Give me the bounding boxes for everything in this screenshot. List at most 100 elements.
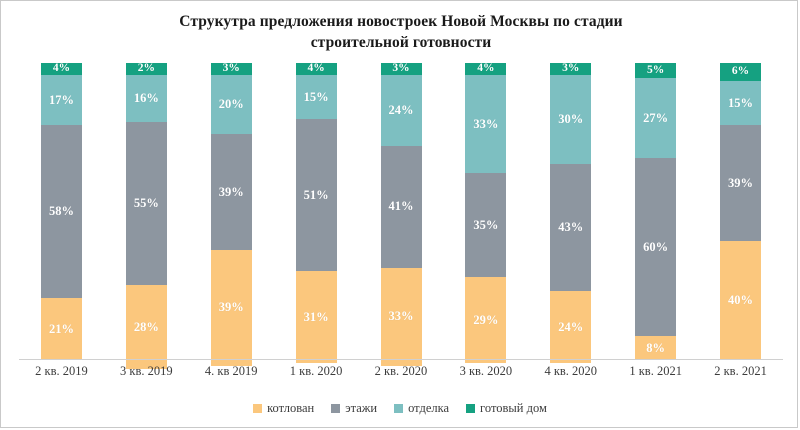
bar-segment-label: 33%	[388, 309, 414, 324]
bar-segment[interactable]: 43%	[550, 163, 592, 292]
bar-column[interactable]: 3% 20% 39% 39%	[210, 62, 252, 366]
stacked-bar: 4% 33% 35% 29%	[465, 63, 507, 363]
stacked-bar: 2% 16% 55% 28%	[125, 62, 167, 369]
bar-segment[interactable]: 24%	[380, 74, 422, 146]
bar-segment[interactable]: 16%	[125, 74, 167, 123]
bar-column[interactable]: 4% 33% 35% 29%	[465, 63, 507, 363]
bar-segment-label: 20%	[218, 96, 244, 111]
bar-segment[interactable]: 21%	[40, 297, 82, 360]
stacked-bar: 3% 20% 39% 39%	[210, 62, 252, 366]
bar-segment-label: 5%	[647, 63, 665, 76]
bar-column[interactable]: 4% 15% 51% 31%	[295, 62, 337, 363]
bar-segment-label: 33%	[473, 116, 499, 131]
bar-segment[interactable]: 58%	[40, 125, 82, 298]
x-axis-labels: 2 кв. 2019 3 кв. 2019 4. кв 2019 1 кв. 2020…	[19, 364, 783, 386]
legend-swatch-icon	[394, 404, 404, 413]
stacked-bar: 3% 30% 43% 24%	[550, 62, 592, 363]
legend-label: котлован	[267, 401, 315, 415]
stacked-bar: 3% 24% 41% 33%	[380, 62, 422, 366]
bar-segment[interactable]: 51%	[295, 119, 337, 271]
bar-segment-label: 55%	[133, 196, 159, 211]
bar-segment-label: 27%	[643, 110, 669, 125]
legend-swatch-icon	[331, 404, 341, 413]
chart-legend: котлован этажи отделка готовый дом	[1, 401, 799, 416]
stacked-bar: 5% 27% 60% 8%	[635, 63, 677, 360]
bar-segment[interactable]: 39%	[720, 125, 762, 242]
x-axis-tick-label: 3 кв. 2019	[120, 364, 173, 378]
bar-segment[interactable]: 24%	[550, 291, 592, 363]
bar-segment[interactable]: 27%	[635, 77, 677, 159]
bar-segment[interactable]: 15%	[720, 80, 762, 126]
bar-column[interactable]: 3% 24% 41% 33%	[380, 62, 422, 366]
bar-segment-label: 51%	[303, 187, 329, 202]
bar-segment[interactable]: 35%	[465, 172, 507, 277]
axis-baseline	[19, 359, 783, 360]
bar-segment-label: 3%	[222, 62, 240, 74]
bar-segment-label: 16%	[133, 91, 159, 105]
bar-segment-label: 4%	[307, 62, 325, 75]
bar-segment[interactable]: 2%	[125, 62, 167, 75]
bar-segment[interactable]: 40%	[720, 241, 762, 360]
bar-segment-label: 28%	[133, 319, 159, 334]
bar-segment[interactable]: 15%	[295, 74, 337, 120]
stacked-bar: 6% 15% 39% 40%	[720, 63, 762, 360]
bar-segment[interactable]: 41%	[380, 145, 422, 268]
bar-segment-label: 21%	[48, 321, 74, 336]
x-axis-tick-label: 1 кв. 2021	[629, 364, 682, 378]
bar-segment-label: 2%	[137, 62, 155, 74]
x-axis-tick-label: 4 кв. 2020	[544, 364, 598, 378]
bar-segment[interactable]: 39%	[210, 249, 252, 366]
x-axis-tick-label: 2 кв. 2019	[35, 364, 88, 378]
bar-segment[interactable]: 28%	[125, 285, 167, 369]
bar-segment-label: 15%	[728, 95, 754, 110]
bar-segment[interactable]: 3%	[210, 62, 252, 75]
bar-segment[interactable]: 20%	[210, 74, 252, 134]
bar-segment[interactable]: 30%	[550, 74, 592, 164]
bar-segment[interactable]: 29%	[465, 276, 507, 363]
bar-segment-label: 6%	[731, 65, 750, 78]
bar-segment[interactable]: 17%	[40, 74, 82, 126]
bar-segment-label: 31%	[303, 309, 329, 324]
bar-segment-label: 24%	[388, 102, 414, 117]
bar-segment[interactable]: 39%	[210, 133, 252, 250]
plot-area: 4% 17% 58% 21% 2% 16% 55% 28% 3% 20% 39% 39% 4% 15% 51…	[19, 62, 783, 369]
bar-column[interactable]: 3% 30% 43% 24%	[550, 62, 592, 363]
legend-item[interactable]: котлован	[253, 401, 314, 416]
x-axis-tick-label: 4. кв 2019	[204, 364, 258, 378]
bar-segment[interactable]: 4%	[295, 62, 337, 75]
bar-segment-label: 24%	[558, 319, 584, 334]
legend-item[interactable]: отделка	[394, 401, 449, 416]
bar-column[interactable]: 5% 27% 60% 8%	[635, 63, 677, 360]
bar-column[interactable]: 2% 16% 55% 28%	[125, 62, 167, 369]
bar-segment[interactable]: 31%	[295, 270, 337, 363]
bar-segment[interactable]: 33%	[380, 267, 422, 366]
bar-segment[interactable]: 3%	[380, 62, 422, 75]
stacked-bar: 4% 17% 58% 21%	[40, 62, 82, 360]
bar-segment[interactable]: 8%	[635, 336, 677, 360]
bar-segment[interactable]: 4%	[465, 63, 507, 75]
bar-segment-label: 43%	[558, 220, 584, 235]
bar-column[interactable]: 6% 15% 39% 40%	[720, 63, 762, 360]
stacked-bar: 4% 15% 51% 31%	[295, 62, 337, 363]
bar-segment-label: 4%	[52, 62, 71, 75]
bar-column[interactable]: 4% 17% 58% 21%	[40, 62, 82, 360]
x-axis-tick-label: 2 кв. 2020	[374, 364, 428, 378]
bar-segment[interactable]: 33%	[465, 74, 507, 173]
legend-item[interactable]: этажи	[331, 401, 377, 416]
bar-segment[interactable]: 6%	[720, 63, 762, 81]
bar-segment-label: 40%	[728, 293, 754, 308]
x-axis-tick-label: 3 кв. 2020	[459, 364, 513, 378]
legend-swatch-icon	[253, 404, 263, 413]
bar-segment[interactable]: 3%	[550, 62, 592, 75]
bar-segment-label: 17%	[48, 92, 74, 107]
bar-segment[interactable]: 5%	[635, 63, 677, 78]
legend-swatch-icon	[466, 404, 476, 413]
x-axis-tick-label: 1 кв. 2020	[289, 364, 343, 378]
bar-segment-label: 39%	[218, 184, 244, 199]
legend-item[interactable]: готовый дом	[466, 401, 547, 416]
bar-segment[interactable]: 60%	[635, 158, 677, 337]
bar-segment[interactable]: 4%	[40, 62, 82, 75]
legend-label: отделка	[408, 401, 450, 415]
bar-segment[interactable]: 55%	[125, 122, 167, 286]
bar-segment-label: 15%	[303, 89, 329, 104]
